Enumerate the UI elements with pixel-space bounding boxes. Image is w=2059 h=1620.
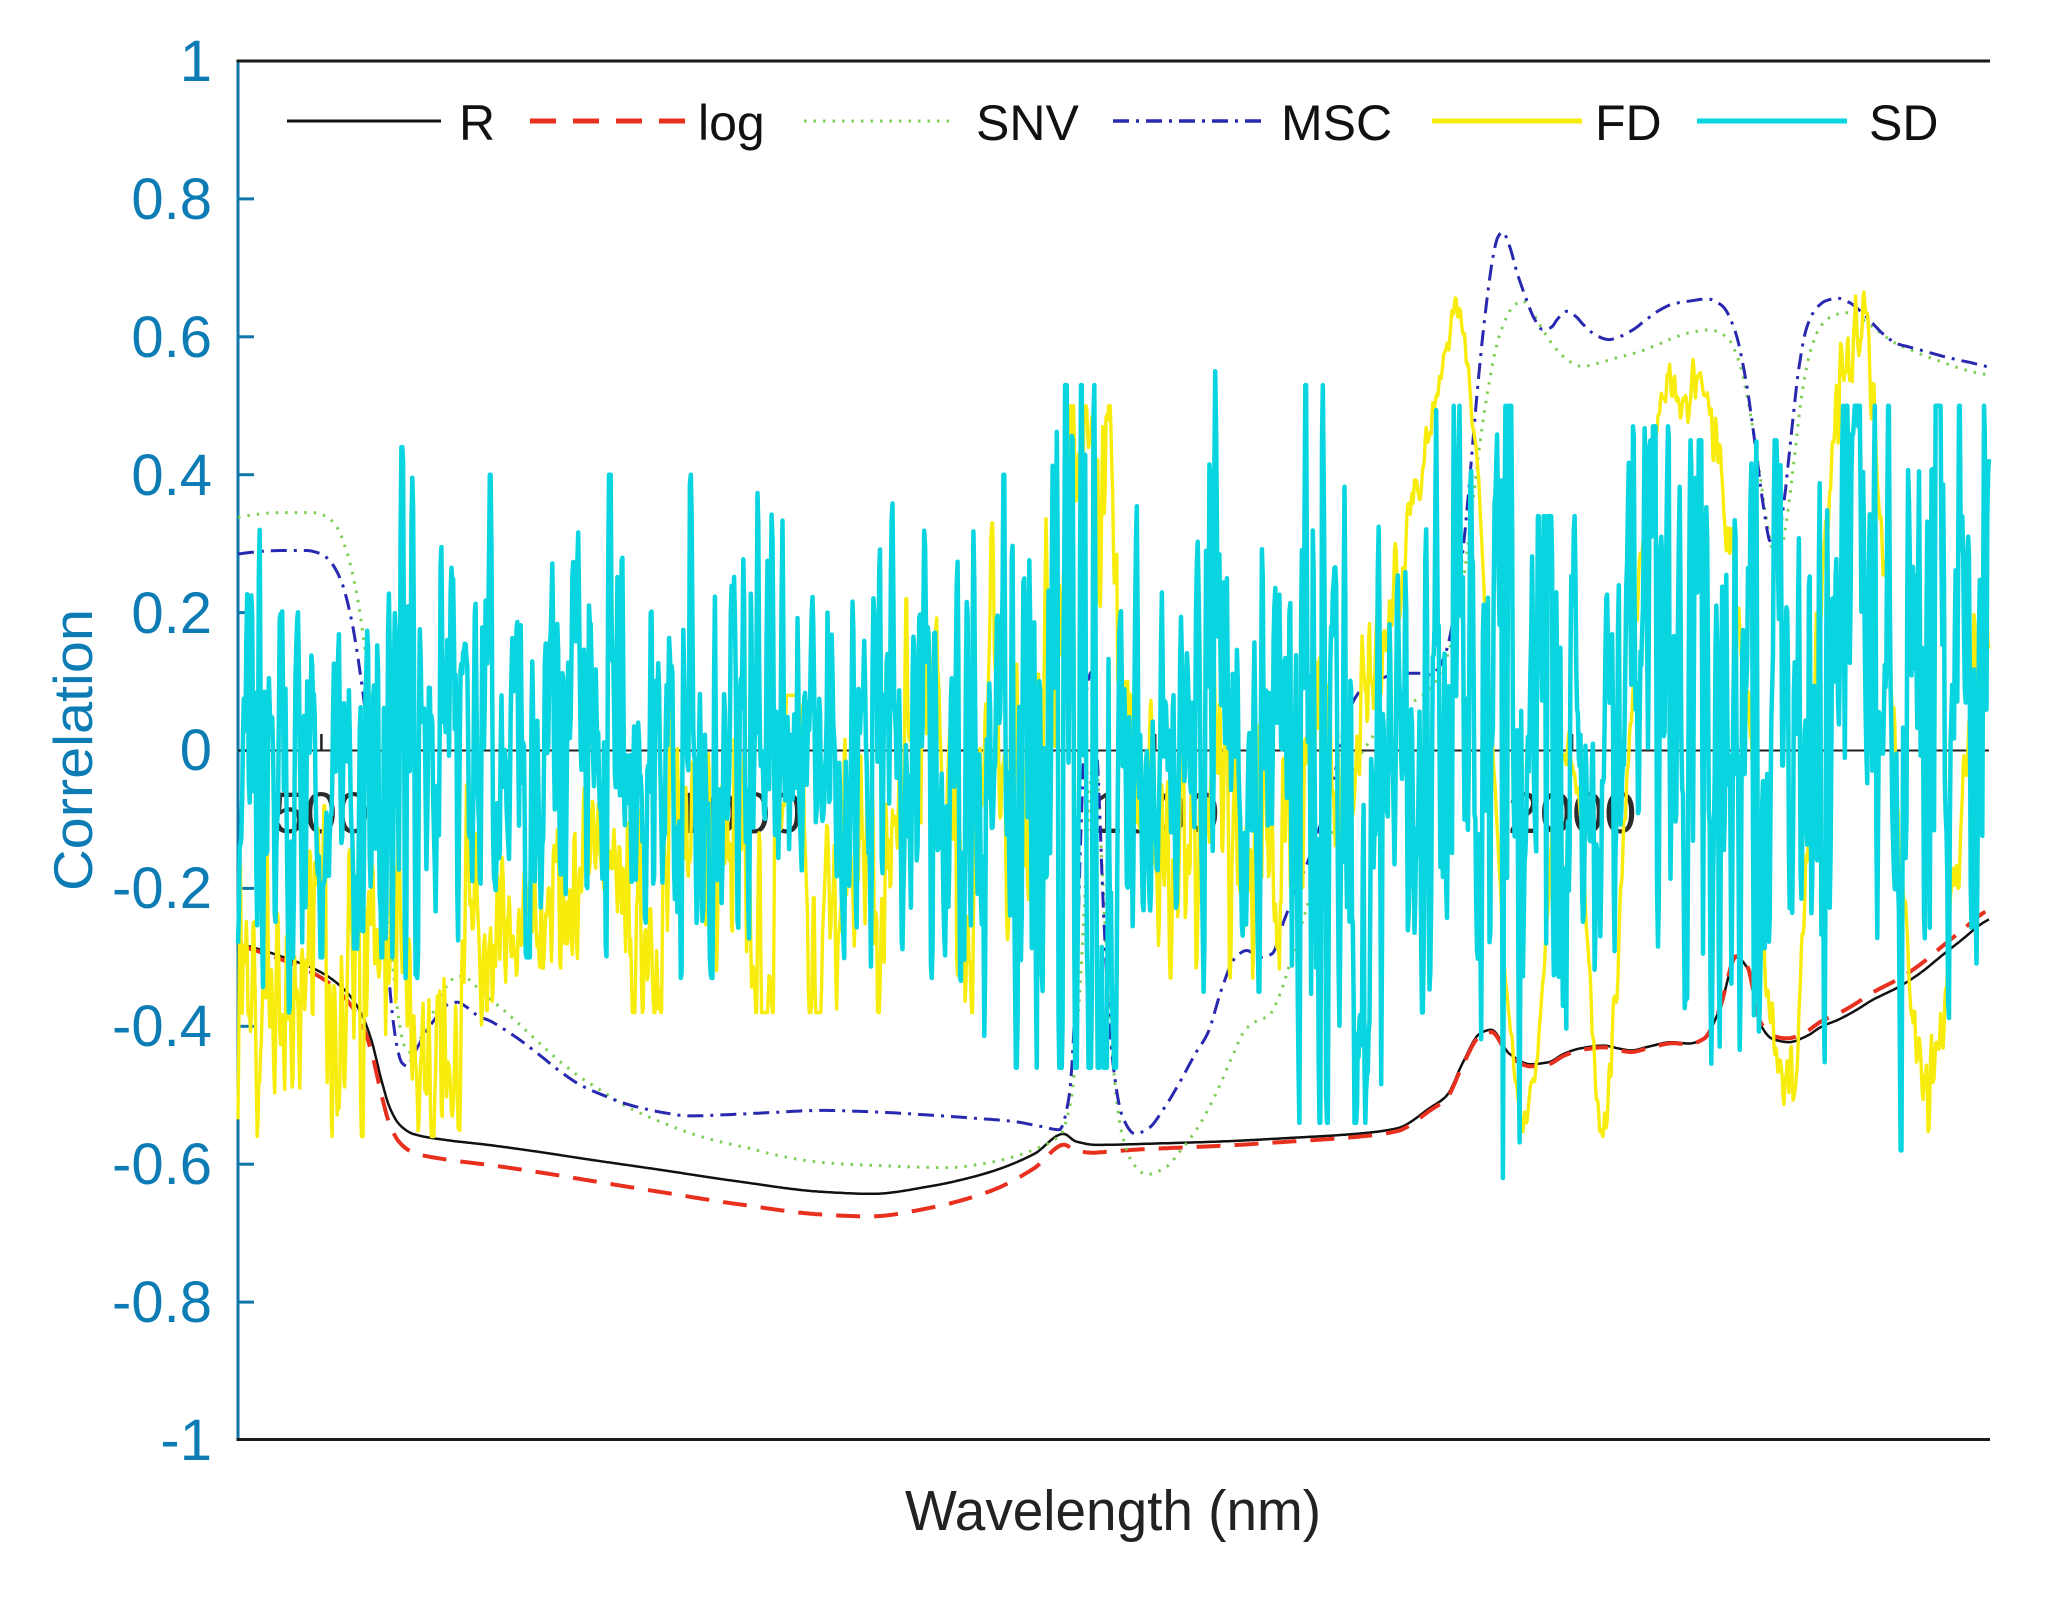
svg-text:R: R xyxy=(459,95,495,151)
svg-text:1: 1 xyxy=(180,29,212,94)
svg-text:0.4: 0.4 xyxy=(131,443,212,508)
svg-text:Correlation: Correlation xyxy=(42,609,104,891)
svg-text:0.6: 0.6 xyxy=(131,305,212,370)
svg-text:-1: -1 xyxy=(160,1408,212,1473)
svg-text:SD: SD xyxy=(1869,95,1938,151)
svg-text:Wavelength (nm): Wavelength (nm) xyxy=(905,1479,1321,1543)
svg-text:-0.4: -0.4 xyxy=(112,994,212,1059)
svg-text:-0.6: -0.6 xyxy=(112,1132,212,1197)
svg-text:-0.2: -0.2 xyxy=(112,856,212,921)
svg-text:FD: FD xyxy=(1595,95,1662,151)
svg-text:SNV: SNV xyxy=(976,95,1079,151)
svg-text:0.8: 0.8 xyxy=(131,167,212,232)
svg-text:0: 0 xyxy=(180,718,212,783)
svg-text:-0.8: -0.8 xyxy=(112,1270,212,1335)
svg-text:0.2: 0.2 xyxy=(131,581,212,646)
svg-text:log: log xyxy=(698,95,765,151)
svg-text:MSC: MSC xyxy=(1281,95,1392,151)
